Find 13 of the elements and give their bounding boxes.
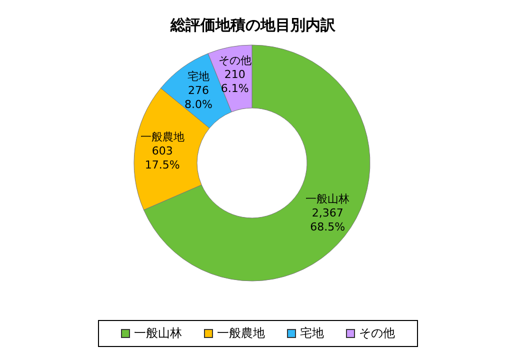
legend-label: 一般農地 (216, 325, 265, 342)
slice-label: 宅地 (187, 70, 210, 84)
slice-label: その他 (218, 54, 252, 68)
data-label: 210 6.1% (220, 68, 249, 96)
slice-label: 一般農地 (140, 130, 184, 144)
data-label: 603 17.5% (144, 144, 180, 172)
legend-label: 一般山林 (133, 325, 182, 342)
legend-label: 宅地 (299, 325, 324, 342)
slice-label: 一般山林 (306, 192, 350, 206)
chart-title: 総評価地積の地目別内訳 (169, 16, 336, 35)
data-label: 2,367 68.5% (310, 206, 346, 234)
legend-label: その他 (358, 325, 395, 342)
data-label: 276 8.0% (184, 84, 212, 112)
